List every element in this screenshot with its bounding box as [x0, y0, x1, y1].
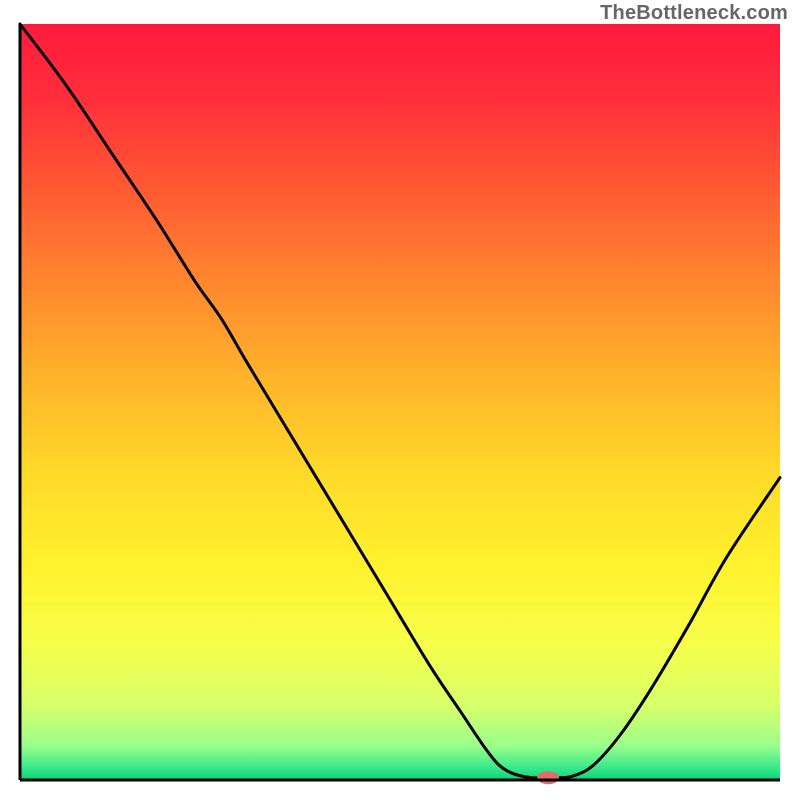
- chart-canvas: TheBottleneck.com: [0, 0, 800, 800]
- bottleneck-curve-chart: [0, 0, 800, 800]
- optimum-marker: [537, 771, 559, 784]
